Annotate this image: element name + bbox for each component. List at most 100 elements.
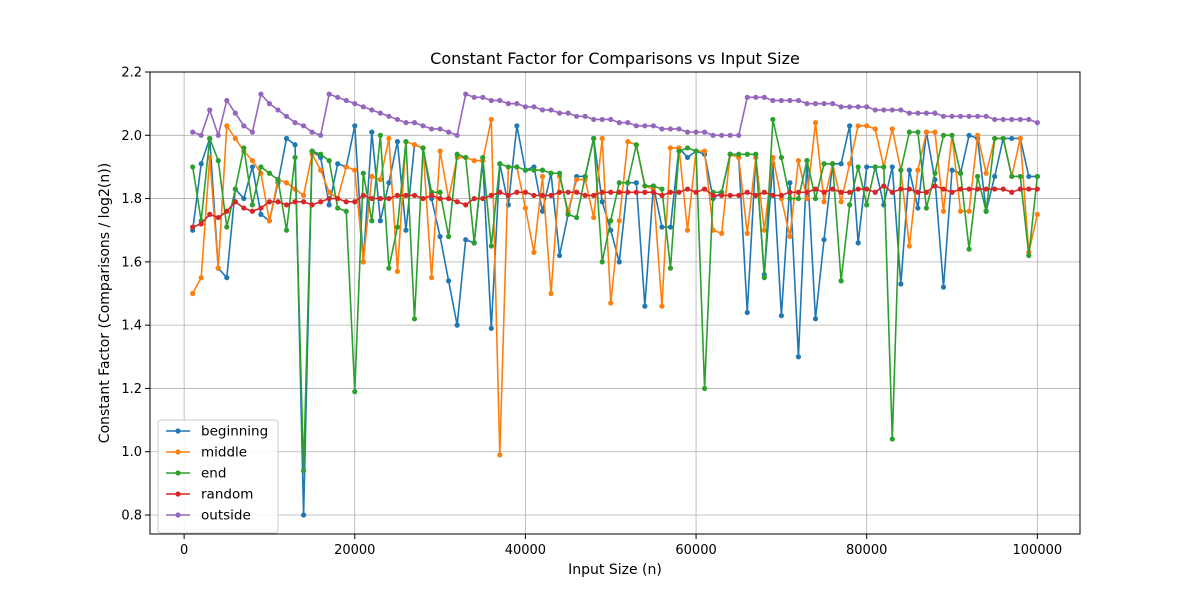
data-point-random: [881, 183, 887, 189]
x-tick-label: 80000: [846, 543, 887, 558]
data-point-beginning: [838, 161, 844, 167]
data-point-end: [360, 170, 366, 176]
data-point-middle: [198, 275, 204, 281]
data-point-middle: [608, 300, 614, 306]
y-tick-label: 1.4: [121, 319, 142, 334]
data-point-middle: [915, 167, 921, 173]
data-point-beginning: [394, 139, 401, 145]
data-point-end: [215, 158, 221, 164]
data-point-outside: [463, 91, 469, 97]
data-point-random: [386, 195, 392, 202]
data-point-end: [369, 218, 375, 224]
x-axis-label: Input Size (n): [568, 562, 662, 578]
data-point-outside: [369, 107, 375, 113]
data-point-middle: [872, 126, 878, 132]
legend-label: random: [201, 487, 253, 503]
data-point-end: [514, 164, 520, 170]
data-point-middle: [616, 218, 622, 224]
data-point-random: [940, 186, 947, 192]
data-point-end: [650, 183, 656, 189]
data-point-outside: [957, 113, 964, 119]
data-point-random: [616, 189, 622, 195]
data-point-outside: [864, 104, 870, 110]
data-point-random: [497, 189, 503, 195]
data-point-middle: [744, 230, 750, 236]
data-point-end: [556, 170, 563, 176]
y-tick-label: 2.0: [121, 129, 142, 144]
data-point-middle: [386, 135, 392, 142]
data-point-outside: [386, 113, 392, 119]
data-point-outside: [565, 110, 571, 116]
data-point-outside: [761, 94, 767, 100]
data-point-beginning: [1009, 135, 1015, 142]
legend-label: beginning: [201, 424, 268, 440]
data-point-random: [258, 205, 264, 211]
data-point-end: [949, 132, 955, 138]
data-point-end: [300, 468, 307, 474]
data-point-outside: [190, 129, 196, 135]
data-point-random: [224, 208, 230, 214]
data-point-end: [633, 142, 639, 148]
data-point-middle: [659, 303, 665, 309]
data-point-outside: [855, 104, 861, 110]
data-point-middle: [411, 142, 418, 148]
data-point-beginning: [454, 322, 460, 328]
data-point-end: [283, 227, 290, 233]
data-point-end: [693, 148, 699, 154]
data-point-end: [872, 164, 878, 170]
data-point-random: [505, 192, 511, 199]
data-point-outside: [582, 113, 588, 119]
data-point-middle: [343, 164, 349, 170]
data-point-middle: [326, 189, 332, 195]
data-point-end: [829, 161, 836, 167]
data-point-outside: [437, 126, 443, 132]
data-point-end: [335, 205, 341, 211]
data-point-end: [480, 154, 486, 161]
data-point-end: [309, 148, 315, 154]
data-point-random: [770, 192, 776, 199]
data-point-random: [608, 189, 614, 195]
data-point-outside: [446, 129, 452, 135]
data-point-outside: [556, 110, 563, 116]
data-point-random: [1017, 186, 1023, 192]
data-point-outside: [1017, 116, 1023, 123]
data-point-random: [198, 221, 204, 227]
data-point-end: [437, 189, 443, 195]
data-point-random: [471, 195, 477, 202]
data-point-outside: [1009, 116, 1015, 123]
data-point-end: [249, 202, 255, 208]
data-point-end: [727, 151, 733, 157]
data-point-outside: [309, 129, 315, 135]
data-point-outside: [753, 94, 759, 100]
data-point-beginning: [787, 180, 793, 186]
data-point-middle: [266, 218, 273, 224]
data-point-beginning: [667, 224, 674, 230]
data-point-outside: [198, 132, 204, 138]
data-point-middle: [761, 227, 767, 233]
data-point-random: [488, 192, 494, 199]
y-tick-label: 1.6: [121, 255, 142, 270]
data-point-end: [889, 436, 895, 442]
data-point-beginning: [599, 199, 605, 205]
data-point-random: [667, 189, 674, 195]
data-point-end: [522, 167, 529, 173]
series-line-middle: [191, 118, 1039, 456]
data-point-end: [847, 202, 853, 208]
data-point-end: [420, 145, 426, 151]
data-point-beginning: [684, 154, 691, 161]
data-point-end: [232, 186, 238, 192]
data-point-random: [446, 195, 452, 202]
data-point-random: [292, 199, 298, 205]
data-point-random: [300, 199, 307, 205]
data-point-middle: [224, 123, 230, 129]
data-point-outside: [505, 101, 511, 107]
data-point-random: [514, 189, 520, 195]
data-point-beginning: [198, 161, 204, 167]
data-point-end: [411, 316, 418, 322]
data-point-random: [599, 189, 605, 195]
data-point-beginning: [369, 129, 375, 135]
x-tick-label: 0: [180, 543, 188, 558]
data-point-end: [377, 132, 383, 138]
legend-item-random: random: [166, 487, 253, 503]
